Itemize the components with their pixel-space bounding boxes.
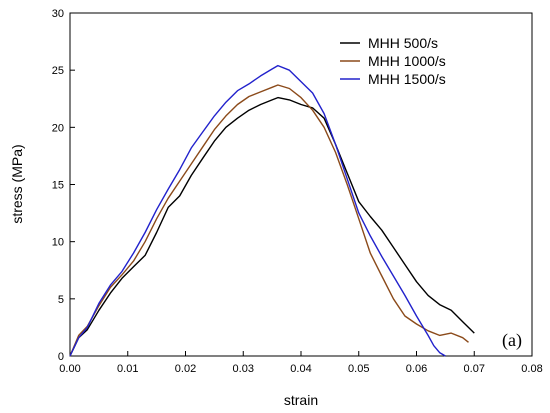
x-tick-label: 0.01 (117, 363, 138, 375)
legend-label: MHH 1500/s (368, 71, 446, 87)
panel-label: (a) (502, 330, 522, 351)
x-tick-label: 0.00 (59, 363, 80, 375)
x-tick-label: 0.04 (290, 363, 311, 375)
x-tick-label: 0.02 (175, 363, 196, 375)
x-tick-label: 0.03 (233, 363, 254, 375)
x-axis-label: strain (284, 392, 318, 408)
x-tick-label: 0.05 (348, 363, 369, 375)
series-line-mhh-1000-s (69, 84, 469, 357)
legend: MHH 500/s MHH 1000/s MHH 1500/s (340, 35, 446, 87)
x-tick-label: 0.07 (464, 363, 485, 375)
y-tick-label: 30 (52, 8, 64, 20)
y-tick-label: 5 (58, 294, 64, 306)
x-tick-label: 0.06 (406, 363, 427, 375)
series-line-mhh-500-s (69, 96, 475, 357)
series-lines (69, 64, 475, 357)
y-axis-label: stress (MPa) (9, 144, 25, 223)
plot-frame (69, 12, 533, 357)
legend-label: MHH 500/s (368, 35, 438, 51)
y-tick-label: 0 (58, 351, 64, 363)
y-tick-label: 15 (52, 180, 64, 192)
y-tick-label: 10 (52, 237, 64, 249)
y-tick-label: 20 (52, 122, 64, 134)
y-tick-label: 25 (52, 65, 64, 77)
x-axis-ticks: 0.00 0.01 0.02 0.03 0.04 0.05 0.06 0.07 0.08 (59, 351, 543, 375)
x-tick-label: 0.08 (521, 363, 542, 375)
legend-label: MHH 1000/s (368, 53, 446, 69)
y-axis-ticks: 0 5 10 15 20 25 30 (52, 8, 75, 363)
series-line-mhh-1500-s (69, 64, 446, 357)
